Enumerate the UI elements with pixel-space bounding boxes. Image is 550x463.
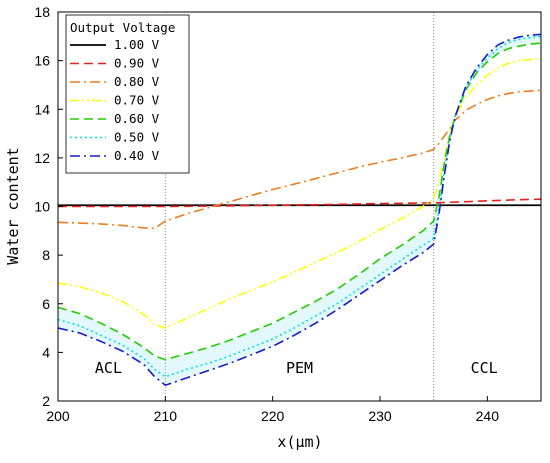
series-line-070	[58, 57, 541, 329]
legend-entry: 0.40 V	[114, 148, 160, 163]
y-tick-label: 12	[34, 150, 50, 166]
x-tick-label: 200	[46, 408, 70, 424]
legend: Output Voltage 1.00 V 0.90 V 0.80 V 0.70 V 0…	[65, 14, 190, 174]
y-axis-title: Water content	[4, 147, 22, 264]
region-label-ccl: CCL	[471, 359, 498, 377]
x-tick-label: 230	[368, 408, 392, 424]
x-axis-title: x(μm)	[277, 433, 322, 451]
y-tick-label: 8	[42, 247, 50, 263]
y-tick-label: 16	[34, 53, 50, 69]
series-line-090	[58, 198, 541, 208]
legend-entry: 1.00 V	[114, 37, 160, 52]
series-line-080	[58, 89, 541, 230]
x-tick-label: 220	[261, 408, 285, 424]
y-tick-label: 6	[42, 296, 50, 312]
y-tick-label: 18	[34, 4, 50, 20]
x-tick-label: 210	[154, 408, 178, 424]
legend-entry: 0.60 V	[114, 111, 160, 126]
x-tick-label: 240	[476, 408, 500, 424]
region-label-pem: PEM	[286, 359, 313, 377]
legend-entry: 0.80 V	[114, 74, 160, 89]
series-line-060	[58, 42, 541, 361]
series-line-040	[58, 33, 541, 387]
legend-title: Output Voltage	[70, 20, 175, 35]
y-tick-label: 10	[34, 199, 50, 215]
band-fill	[58, 34, 541, 386]
legend-entry: 0.50 V	[114, 130, 160, 145]
y-tick-label: 4	[42, 344, 50, 360]
y-tick-label: 2	[42, 393, 50, 409]
y-tick-label: 14	[34, 101, 50, 117]
region-label-acl: ACL	[95, 359, 122, 377]
legend-box	[65, 14, 190, 174]
series-line-050	[58, 35, 541, 378]
legend-entry: 0.70 V	[114, 93, 160, 108]
legend-entry: 0.90 V	[114, 56, 160, 71]
